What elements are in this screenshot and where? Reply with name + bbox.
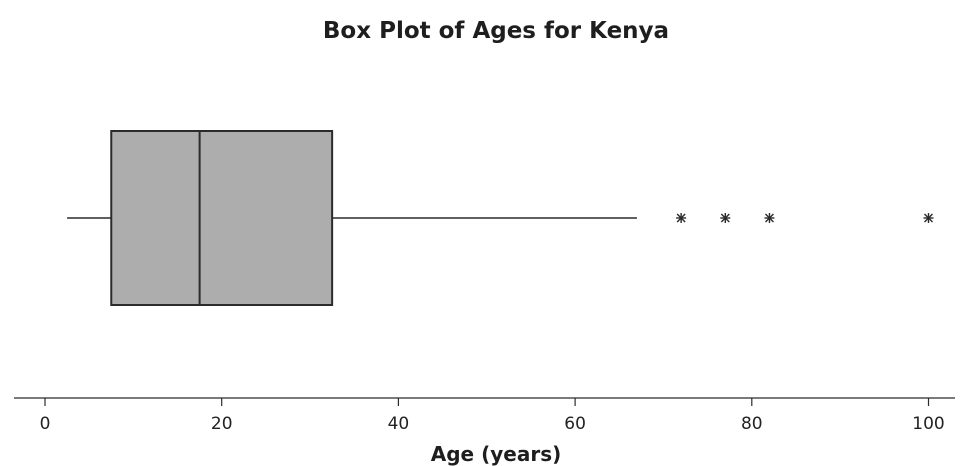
outlier-point-1 (676, 213, 687, 223)
outlier-stroke (764, 213, 774, 223)
x-axis-label: Age (years) (431, 442, 561, 466)
outlier-stroke (720, 213, 730, 223)
outlier-point-2 (720, 213, 731, 223)
outlier-point-3 (764, 213, 775, 223)
outlier-stroke (676, 213, 686, 223)
outlier-point-4 (923, 213, 934, 223)
x-tick-label-20: 20 (211, 414, 233, 434)
x-tick-label-0: 0 (40, 414, 51, 434)
chart-title: Box Plot of Ages for Kenya (323, 18, 669, 44)
x-axis-ticks: 0 20 40 60 80 100 (40, 398, 945, 434)
x-tick-label-80: 80 (741, 414, 763, 434)
x-tick-label-60: 60 (564, 414, 586, 434)
outlier-stroke (924, 213, 933, 223)
plot-area (67, 130, 934, 306)
x-tick-label-40: 40 (388, 414, 410, 434)
iqr-box (110, 130, 334, 306)
x-tick-label-100: 100 (912, 414, 944, 434)
